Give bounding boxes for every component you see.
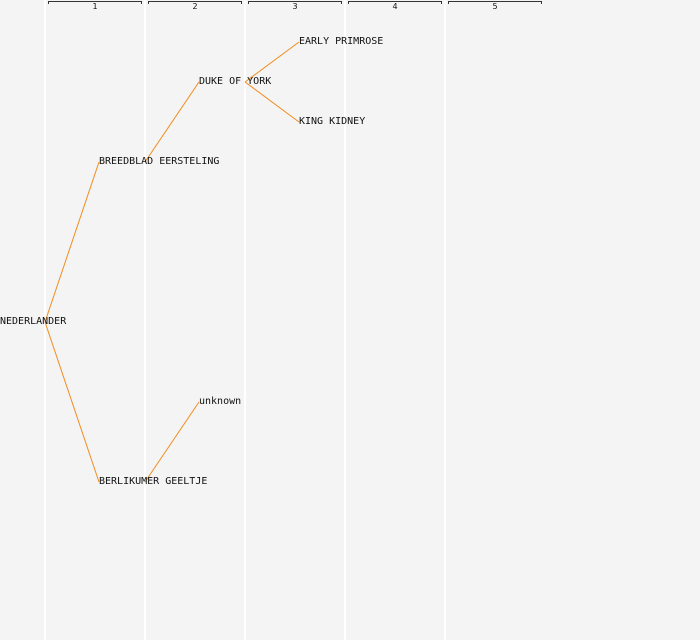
node-early-primrose[interactable]: EARLY PRIMROSE	[299, 36, 384, 47]
edge-gp1-ggp1	[244, 41, 300, 83]
node-berlikumer-geeltje[interactable]: BERLIKUMER GEELTJE	[99, 476, 208, 487]
edge-root-p2	[44, 321, 100, 483]
generation-column-2: 2	[100, 0, 242, 640]
generation-label-4: 4	[392, 2, 398, 11]
generation-column-3: 3	[200, 0, 342, 640]
node-nederlander[interactable]: NEDERLANDER	[0, 316, 67, 327]
generation-bracket	[148, 1, 242, 4]
generation-column-4: 4	[300, 0, 442, 640]
edge-root-p1	[44, 161, 100, 323]
generation-bracket	[248, 1, 342, 4]
node-king-kidney[interactable]: KING KIDNEY	[299, 116, 366, 127]
generation-divider	[144, 0, 146, 640]
generation-divider	[244, 0, 246, 640]
generation-label-2: 2	[192, 2, 198, 11]
generation-column-5: 5	[400, 0, 542, 640]
generation-label-3: 3	[292, 2, 298, 11]
node-duke-of-york[interactable]: DUKE OF YORK	[199, 76, 272, 87]
generation-bracket	[348, 1, 442, 4]
node-unknown[interactable]: unknown	[199, 396, 242, 407]
generation-divider	[444, 0, 446, 640]
edge-gp1-ggp2	[244, 81, 300, 123]
node-breedblad-eersteling[interactable]: BREEDBLAD EERSTELING	[99, 156, 220, 167]
generation-divider	[344, 0, 346, 640]
generation-column-1: 1	[0, 0, 142, 640]
generation-label-1: 1	[92, 2, 98, 11]
generation-label-5: 5	[492, 2, 498, 11]
edge-p2-gp2	[144, 401, 200, 483]
generation-bracket	[448, 1, 542, 4]
generation-divider	[44, 0, 46, 640]
edge-p1-gp1	[144, 81, 200, 163]
generation-bracket	[48, 1, 142, 4]
